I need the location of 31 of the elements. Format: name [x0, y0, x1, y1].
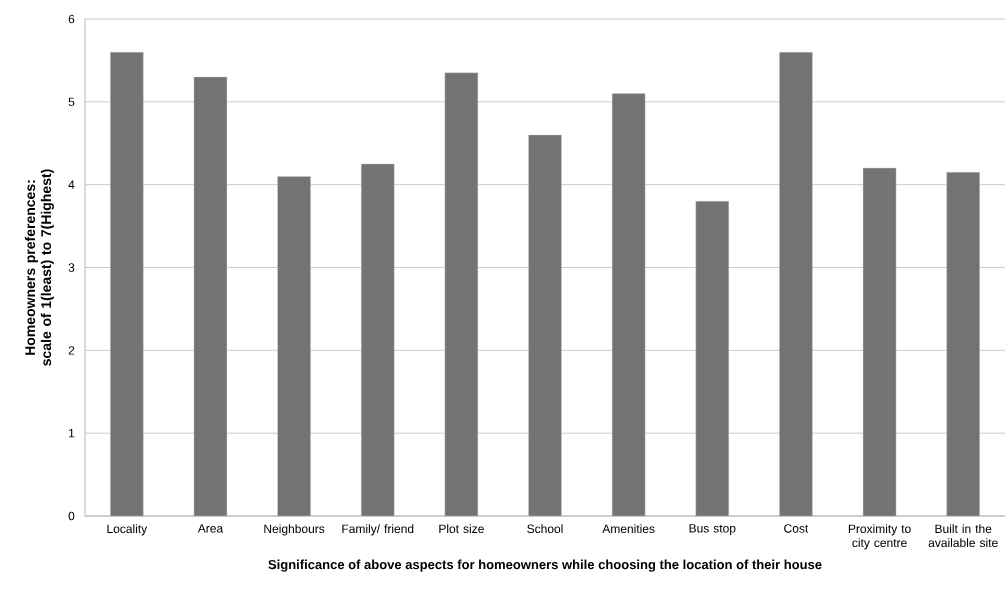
- bar: [361, 163, 395, 516]
- y-tick-label: 4: [68, 180, 75, 189]
- bar: [444, 72, 479, 516]
- x-tick-label: Built in the available site: [928, 524, 998, 548]
- x-tick-label: Proximity to city centre: [848, 524, 911, 550]
- y-tick-label: 1: [69, 429, 75, 438]
- x-tick-label: Bus stop: [689, 524, 736, 535]
- x-tick-label: Neighbours: [264, 524, 325, 536]
- x-tick-label: Locality: [107, 524, 148, 536]
- y-tick-label: 2: [68, 346, 75, 355]
- x-tick-label: Plot size: [439, 524, 484, 534]
- y-tick-label: 0: [68, 511, 75, 521]
- x-tick-label: School: [527, 524, 563, 534]
- bar: [946, 172, 980, 516]
- y-tick-label: 3: [68, 263, 75, 272]
- y-tick-label: 6: [68, 14, 75, 24]
- bar: [611, 93, 646, 516]
- x-tick-label: Family/ friend: [342, 524, 414, 536]
- x-axis-title: Significance of above aspects for homeowners while choosing the location of their house: [268, 559, 822, 572]
- bar: [193, 76, 228, 516]
- x-tick-label: Area: [197, 524, 224, 533]
- x-tick-label: Amenities: [602, 524, 655, 534]
- y-axis-title: Homeowners preferences: scale of 1(least) to 7(Highest): [24, 169, 54, 366]
- bar: [110, 51, 144, 516]
- bar: [277, 176, 311, 516]
- bar: [779, 51, 813, 516]
- bar: [528, 134, 562, 516]
- x-tick-label: Cost: [784, 524, 809, 533]
- bar: [695, 201, 729, 516]
- y-tick-label: 5: [68, 97, 75, 107]
- bar: [862, 167, 897, 516]
